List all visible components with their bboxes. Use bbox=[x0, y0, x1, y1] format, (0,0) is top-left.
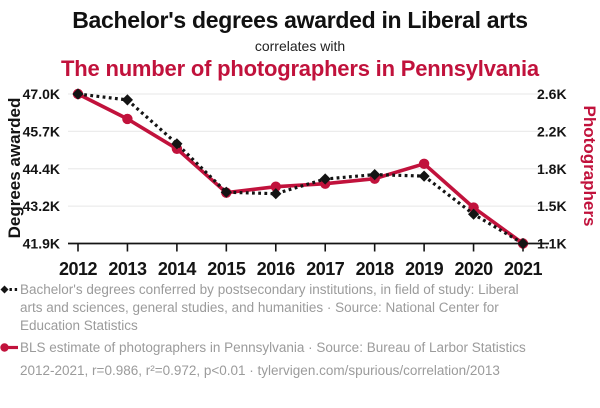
chart-header: Bachelor's degrees awarded in Liberal ar… bbox=[0, 0, 600, 82]
legend: Bachelor's degrees conferred by postseco… bbox=[0, 281, 592, 378]
degrees-data-point bbox=[121, 94, 133, 106]
degrees-data-point bbox=[468, 208, 480, 220]
stats-footer: 2012-2021, r=0.986, r²=0.972, p<0.01 · t… bbox=[20, 363, 500, 378]
y-axis-right-tick-label: 1.8K bbox=[537, 161, 567, 177]
diamond-dotted-line-icon bbox=[0, 285, 18, 294]
photographers-data-point bbox=[270, 181, 281, 192]
legend-item-photographers-label: BLS estimate of photographers in Pennsyl… bbox=[20, 340, 526, 355]
photographers-data-point bbox=[122, 113, 133, 125]
circle-solid-line-icon bbox=[0, 343, 18, 352]
degrees-data-point bbox=[319, 173, 331, 185]
y-axis-right-tick-label: 2.2K bbox=[537, 123, 567, 139]
degrees-data-point bbox=[171, 138, 183, 150]
x-axis-year-label: 2019 bbox=[405, 259, 444, 279]
degrees-line bbox=[77, 92, 524, 245]
degrees-data-point bbox=[270, 188, 282, 200]
x-axis-year-label: 2017 bbox=[306, 259, 345, 279]
y-axis-right-tick-label: 1.1K bbox=[537, 236, 567, 252]
y-axis-left-tick-label: 45.7K bbox=[23, 123, 60, 139]
correlates-with-label: correlates with bbox=[254, 38, 346, 54]
x-axis-year-label: 2013 bbox=[108, 259, 147, 279]
degrees-data-point bbox=[418, 170, 430, 182]
degrees-data-point bbox=[72, 88, 84, 100]
y-axis-left-tick-label: 43.2K bbox=[23, 198, 60, 214]
photographers-data-point bbox=[468, 202, 479, 213]
x-axis-year-label: 2018 bbox=[356, 259, 395, 279]
x-axis-year-label: 2012 bbox=[59, 259, 98, 279]
x-axis-year-label: 2015 bbox=[207, 259, 246, 279]
legend-item-degrees: Bachelor's degrees conferred by postseco… bbox=[0, 281, 592, 335]
chart-subtitle: The number of photographers in Pennsylva… bbox=[61, 56, 539, 81]
y-axis-right-title: Photographers bbox=[580, 105, 599, 227]
x-axis-year-label: 2021 bbox=[504, 259, 543, 279]
y-axis-right-tick-label: 2.6K bbox=[537, 86, 567, 102]
y-axis-left-tick-label: 44.4K bbox=[23, 161, 60, 177]
x-axis-year-label: 2014 bbox=[158, 259, 197, 279]
x-axis-year-label: 2016 bbox=[257, 259, 296, 279]
chart-title: Bachelor's degrees awarded in Liberal ar… bbox=[72, 7, 528, 33]
legend-item-degrees-label: Bachelor's degrees conferred by postseco… bbox=[20, 282, 519, 333]
y-axis-right-tick-label: 1.5K bbox=[537, 198, 567, 214]
degrees-data-point bbox=[517, 237, 529, 250]
y-axis-left-title: Degrees awarded bbox=[5, 97, 24, 239]
legend-item-photographers: BLS estimate of photographers in Pennsyl… bbox=[0, 339, 592, 357]
line-chart-canvas: 2012 2013 2014 2015 2016 2017 2018 2019 2020 2021… bbox=[23, 86, 567, 279]
degrees-data-point bbox=[220, 186, 232, 198]
photographers-data-point bbox=[418, 158, 430, 169]
y-axis-left-tick-label: 47.0K bbox=[23, 86, 60, 102]
y-axis-left-tick-label: 41.9K bbox=[23, 236, 60, 252]
x-axis-year-label: 2020 bbox=[455, 259, 494, 279]
degrees-data-point bbox=[369, 169, 381, 181]
